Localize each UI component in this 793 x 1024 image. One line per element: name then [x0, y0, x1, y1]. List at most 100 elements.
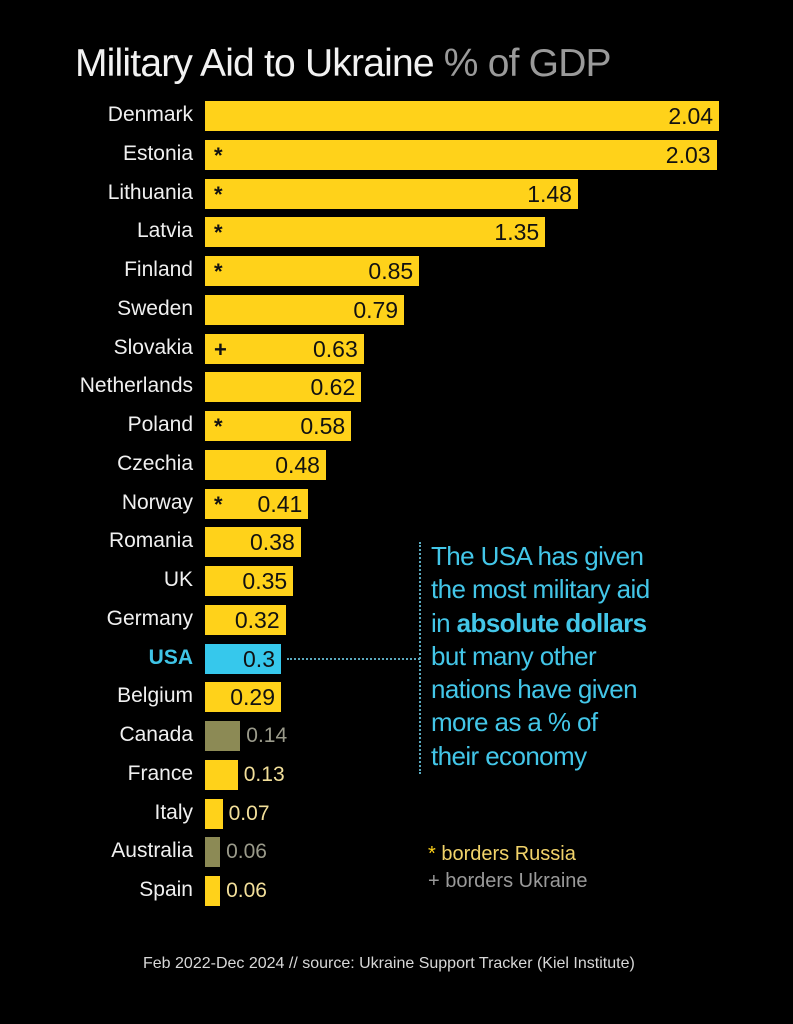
data-label: 0.14 [246, 724, 288, 747]
asterisk-icon: * [214, 181, 223, 207]
data-label: 0.06 [226, 840, 267, 864]
category-label: Latvia [136, 219, 193, 243]
annotation-text: The USA has given [431, 541, 644, 571]
data-label: 0.35 [242, 568, 288, 594]
bar: 0.32 [205, 604, 286, 635]
title-main: Military Aid to Ukraine [75, 42, 435, 85]
category-label: Spain [139, 878, 193, 901]
bar [205, 876, 221, 906]
data-label: 0.62 [310, 374, 356, 401]
data-label: 0.58 [300, 413, 346, 439]
annotation-line: nations have given [431, 673, 731, 706]
category-label: Czechia [117, 451, 193, 475]
data-label: 0.29 [230, 684, 275, 711]
category-label: France [127, 761, 193, 785]
data-label: 0.06 [226, 879, 267, 902]
bar: * 2.03 [205, 139, 717, 170]
data-label: 0.63 [312, 335, 358, 362]
data-label: 0.41 [257, 490, 303, 517]
bar: 0.35 [205, 566, 294, 596]
bar: +0.63 [205, 333, 364, 364]
plus-icon: + [214, 336, 227, 362]
asterisk-icon: * [214, 491, 223, 517]
category-label: Canada [119, 723, 193, 746]
bar: 2.04 [205, 101, 720, 131]
data-label: 0.13 [243, 762, 285, 786]
bar [205, 721, 241, 751]
category-label: Poland [127, 413, 193, 436]
annotation-line: but many other [431, 640, 731, 673]
usa-annotation-connector [287, 658, 420, 660]
asterisk-icon: * [214, 220, 223, 246]
bar: 0.29 [205, 682, 281, 713]
bar: 0.38 [205, 527, 301, 558]
category-label: Lithuania [107, 180, 193, 204]
annotation-text: their economy [431, 740, 587, 771]
data-label: 2.03 [665, 141, 711, 168]
annotation-text: more as a % of [431, 707, 598, 738]
category-label: Italy [154, 800, 193, 824]
annotation-line: their economy [431, 740, 731, 773]
data-label: 0.32 [234, 606, 280, 633]
category-label: Australia [111, 839, 193, 863]
annotation-line: the most military aid [431, 573, 731, 606]
legend-label: borders Russia [441, 843, 576, 865]
category-label: Belgium [117, 684, 193, 708]
annotation-text: nations have given [431, 674, 638, 705]
legend-item-borders-ukraine: + borders Ukraine [428, 868, 588, 895]
bar: * 1.35 [205, 217, 546, 248]
annotation-line: The USA has given [431, 540, 731, 573]
bar [205, 798, 223, 829]
category-label: Germany [106, 606, 193, 630]
data-label: 0.38 [249, 529, 295, 556]
plus-icon: + [428, 870, 440, 892]
bar: * 0.41 [205, 488, 309, 519]
legend-label: borders Ukraine [445, 870, 588, 892]
annotation-emphasis: absolute dollars [456, 607, 647, 638]
source-footer: Feb 2022-Dec 2024 // source: Ukraine Sup… [143, 955, 635, 972]
annotation-text: but many other [431, 640, 597, 671]
bar: 0.3 [205, 643, 281, 674]
data-label: 0.85 [368, 258, 414, 284]
category-label: Netherlands [79, 374, 193, 398]
data-label: 0.3 [243, 645, 275, 672]
legend: * borders Russia + borders Ukraine [428, 841, 588, 895]
data-label: 2.04 [668, 103, 714, 129]
bar: 0.62 [205, 372, 362, 403]
usa-annotation: The USA has given the most military aid in… [431, 540, 731, 773]
bar: * 1.48 [205, 178, 578, 209]
category-label: Norway [121, 490, 193, 514]
bar: 0.79 [205, 294, 405, 325]
category-label: Finland [124, 258, 193, 281]
bar: * 0.58 [205, 411, 352, 441]
category-label: Sweden [117, 296, 193, 320]
annotation-line: in absolute dollars [431, 607, 731, 640]
asterisk-icon: * [214, 142, 223, 168]
chart-title: Military Aid to Ukraine % of GDP [75, 42, 612, 86]
data-label: 1.35 [494, 219, 540, 246]
annotation-line: more as a % of [431, 706, 731, 739]
legend-item-borders-russia: * borders Russia [428, 841, 588, 868]
annotation-text: in [431, 607, 457, 638]
category-label: Slovakia [113, 335, 193, 359]
bar [205, 837, 221, 868]
asterisk-icon: * [214, 259, 223, 284]
category-label: Estonia [122, 141, 193, 165]
annotation-text: the most military aid [431, 574, 650, 605]
category-label: Denmark [107, 103, 193, 126]
asterisk-icon: * [428, 843, 436, 865]
bar: * 0.85 [205, 256, 420, 286]
category-label: Romania [108, 529, 193, 553]
category-label: USA [148, 645, 193, 669]
data-label: 0.48 [275, 451, 320, 478]
category-label: UK [163, 568, 193, 591]
bar: 0.48 [205, 449, 326, 480]
annotation-bracket-line [419, 542, 421, 774]
asterisk-icon: * [214, 414, 223, 439]
data-label: 0.07 [228, 801, 270, 825]
bar [205, 759, 238, 790]
data-label: 0.79 [353, 296, 399, 323]
data-label: 1.48 [527, 180, 572, 207]
title-subtitle: % of GDP [443, 42, 612, 85]
